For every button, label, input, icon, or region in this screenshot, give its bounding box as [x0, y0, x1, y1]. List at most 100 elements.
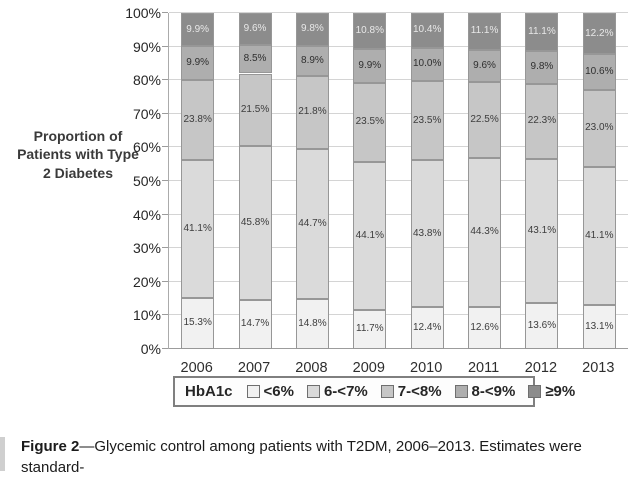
data-label: 44.7%	[298, 218, 327, 230]
bar-segment-2013-7-<8%: 23.0%	[582, 89, 616, 167]
y-tick-label: 0%	[140, 341, 161, 357]
legend-swatch-icon	[246, 385, 260, 398]
bar-segment-2006-8-<9%: 9.9%	[181, 46, 215, 80]
gridline-10	[169, 314, 628, 316]
bar-segment-2010-7-<8%: 23.5%	[410, 81, 444, 161]
data-label: 43.1%	[527, 224, 557, 236]
legend-item-6-<7%: 6-<7%	[306, 383, 368, 400]
bar-segment-2012-≥9%: 11.1%	[525, 13, 559, 51]
bar-segment-2011-7-<8%: 22.5%	[468, 82, 502, 158]
y-axis-title: Proportion of Patients with Type 2 Diabe…	[17, 128, 139, 181]
data-label: 12.2%	[585, 27, 614, 39]
gridline-50	[169, 180, 628, 181]
data-label: 11.7%	[356, 323, 384, 335]
bar-segment-2010-≥9%: 10.4%	[410, 12, 444, 48]
bar-segment-2013-<6%: 13.1%	[582, 304, 616, 349]
legend-label: ≥9%	[545, 383, 576, 400]
data-label: 9.6%	[243, 22, 267, 34]
y-tick-label: 10%	[132, 307, 161, 324]
data-label: 8.5%	[243, 53, 267, 65]
legend-items: <6% 6-<7% 7-<8% 8-<9% ≥9%	[246, 383, 575, 400]
y-tick-label: 90%	[132, 38, 161, 55]
y-tick-mark	[162, 45, 168, 47]
gridline-30	[169, 247, 628, 249]
legend-item-≥9%: ≥9%	[528, 383, 575, 400]
bar-segment-2009-≥9%: 10.8%	[353, 13, 387, 50]
bar-segment-2012-<6%: 13.6%	[525, 303, 559, 349]
gridline-20	[169, 280, 628, 282]
bar-segment-2008-≥9%: 9.8%	[295, 13, 329, 46]
bar-segment-2008-7-<8%: 21.8%	[295, 75, 329, 150]
y-tick-label: 40%	[132, 206, 161, 223]
legend-label: 8-<9%	[471, 383, 516, 400]
gridline-0	[169, 348, 628, 349]
y-tick-label: 80%	[132, 72, 161, 89]
bar-segment-2009-7-<8%: 23.5%	[353, 82, 387, 162]
data-label: 11.1%	[528, 26, 556, 37]
gridline-80	[169, 79, 628, 81]
bar-segment-2008-<6%: 14.8%	[295, 299, 329, 349]
data-label: 9.6%	[473, 60, 496, 72]
gridline-100	[169, 12, 628, 13]
data-label: 9.9%	[186, 23, 210, 35]
bar-segment-2009-<6%: 11.7%	[353, 309, 387, 349]
data-label: 44.1%	[355, 229, 384, 241]
gridline-40	[169, 213, 628, 215]
data-label: 44.3%	[470, 226, 499, 238]
caption-accent-bar	[0, 437, 5, 471]
bar-segment-2013-≥9%: 12.2%	[582, 13, 616, 54]
data-label: 21.8%	[298, 106, 327, 118]
gridline-60	[169, 146, 628, 148]
caption-line-1: Figure 2—Glycemic control among patients…	[21, 436, 629, 477]
x-tick-label-2008: 2008	[295, 360, 328, 376]
data-label: 23.8%	[183, 113, 212, 125]
bar-segment-2009-6-<7%: 44.1%	[353, 161, 387, 310]
y-tick-mark	[162, 79, 168, 81]
legend-swatch-icon	[528, 385, 542, 398]
legend-swatch-icon	[380, 385, 394, 398]
bar-segment-2010-6-<7%: 43.8%	[410, 160, 444, 308]
bar-segment-2011-8-<9%: 9.6%	[468, 49, 502, 83]
y-tick-label: 50%	[132, 173, 161, 189]
data-label: 10.4%	[413, 24, 442, 36]
data-label: 15.3%	[183, 317, 212, 329]
legend-swatch-icon	[454, 385, 468, 398]
data-label: 9.9%	[186, 56, 210, 68]
data-label: 13.1%	[585, 320, 614, 332]
bar-segment-2006-7-<8%: 23.8%	[181, 79, 215, 160]
y-tick-mark	[162, 213, 168, 215]
bar-segment-2010-8-<9%: 10.0%	[410, 47, 444, 82]
bar-segment-2010-<6%: 12.4%	[410, 307, 444, 349]
bar-segment-2007-7-<8%: 21.5%	[238, 73, 272, 146]
y-tick-label: 20%	[132, 273, 161, 290]
data-label: 43.8%	[413, 227, 442, 239]
data-label: 10.0%	[413, 58, 442, 70]
x-tick-label-2006: 2006	[180, 360, 213, 376]
data-label: 12.6%	[470, 321, 499, 333]
x-tick-label-2013: 2013	[582, 360, 615, 376]
bar-segment-2006-<6%: 15.3%	[181, 297, 215, 349]
legend-item-<6%: <6%	[246, 383, 294, 400]
data-label: 23.5%	[413, 114, 442, 126]
gridline-90	[169, 45, 628, 47]
y-tick-label: 70%	[132, 105, 161, 122]
x-tick-label-2012: 2012	[524, 360, 558, 376]
y-tick-mark	[162, 12, 168, 13]
x-tick-label-2009: 2009	[352, 360, 385, 376]
data-label: 23.0%	[585, 122, 614, 134]
y-tick-label: 30%	[132, 240, 161, 257]
x-tick-label-2011: 2011	[467, 360, 500, 376]
legend-label: 7-<8%	[397, 383, 442, 400]
data-label: 14.7%	[240, 318, 270, 330]
data-label: 21.5%	[240, 103, 270, 115]
y-tick-mark	[162, 348, 168, 349]
legend-label: <6%	[263, 383, 294, 400]
bar-segment-2011-<6%: 12.6%	[468, 306, 502, 349]
data-label: 14.8%	[298, 318, 327, 330]
bar-segment-2013-8-<9%: 10.6%	[582, 54, 616, 90]
data-label: 22.3%	[527, 115, 557, 127]
bar-segment-2011-6-<7%: 44.3%	[468, 157, 502, 307]
bar-segment-2011-≥9%: 11.1%	[468, 12, 502, 50]
legend-item-7-<8%: 7-<8%	[380, 383, 442, 400]
